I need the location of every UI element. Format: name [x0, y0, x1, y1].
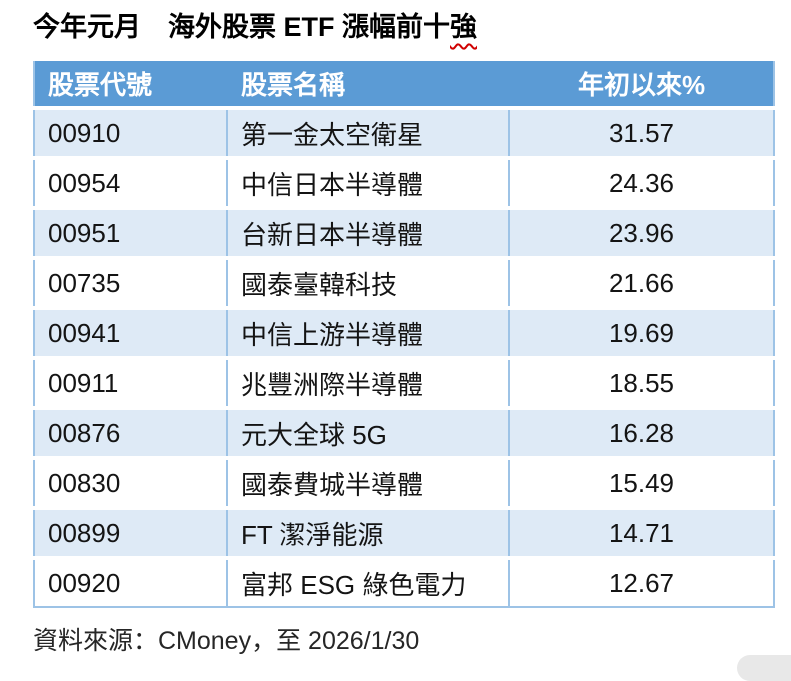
col-header-stock-code: 股票代號 [34, 61, 228, 110]
cell-stock-code: 00911 [34, 358, 228, 410]
cell-ytd-percent: 12.67 [509, 558, 774, 607]
title-text: 今年元月 海外股票 ETF 漲幅前十 [33, 12, 450, 42]
cell-ytd-percent: 21.66 [509, 258, 774, 310]
cell-ytd-percent: 23.96 [509, 208, 774, 260]
cell-stock-name: 台新日本半導體 [227, 208, 510, 260]
cell-ytd-percent: 16.28 [509, 408, 774, 460]
cell-stock-name: 中信上游半導體 [227, 308, 510, 360]
cell-stock-name: FT 潔淨能源 [227, 508, 510, 560]
cell-ytd-percent: 18.55 [509, 358, 774, 410]
cell-stock-code: 00876 [34, 408, 228, 460]
cell-stock-code: 00954 [34, 158, 228, 210]
cell-stock-name: 第一金太空衛星 [227, 108, 510, 160]
table-row: 00830 國泰費城半導體 15.49 [34, 458, 774, 510]
table-row: 00941 中信上游半導體 19.69 [34, 308, 774, 360]
table-row: 00735 國泰臺韓科技 21.66 [34, 258, 774, 310]
source-note: 資料來源：CMoney，至 2026/1/30 [33, 627, 420, 655]
cell-ytd-percent: 31.57 [509, 108, 774, 160]
table-row: 00951 台新日本半導體 23.96 [34, 208, 774, 260]
col-header-ytd-percent: 年初以來% [509, 61, 774, 110]
cell-stock-code: 00735 [34, 258, 228, 310]
table-row: 00920 富邦 ESG 綠色電力 12.67 [34, 558, 774, 607]
table-row: 00899 FT 潔淨能源 14.71 [34, 508, 774, 560]
corner-scrollbar-thumb[interactable] [737, 655, 791, 681]
page-title: 今年元月 海外股票 ETF 漲幅前十強 [33, 9, 477, 45]
etf-ranking-table: 股票代號 股票名稱 年初以來% 00910 第一金太空衛星 31.57 00954 中信… [33, 61, 775, 608]
cell-stock-name: 國泰臺韓科技 [227, 258, 510, 310]
cell-ytd-percent: 19.69 [509, 308, 774, 360]
cell-stock-code: 00941 [34, 308, 228, 360]
cell-stock-name: 富邦 ESG 綠色電力 [227, 558, 510, 607]
table-header-row: 股票代號 股票名稱 年初以來% [34, 61, 774, 110]
table-row: 00911 兆豐洲際半導體 18.55 [34, 358, 774, 410]
cell-ytd-percent: 24.36 [509, 158, 774, 210]
cell-stock-name: 國泰費城半導體 [227, 458, 510, 510]
cell-stock-code: 00899 [34, 508, 228, 560]
cell-ytd-percent: 14.71 [509, 508, 774, 560]
table-row: 00910 第一金太空衛星 31.57 [34, 108, 774, 160]
table-row: 00954 中信日本半導體 24.36 [34, 158, 774, 210]
cell-stock-name: 元大全球 5G [227, 408, 510, 460]
col-header-stock-name: 股票名稱 [227, 61, 510, 110]
cell-stock-code: 00910 [34, 108, 228, 160]
title-spellcheck-word: 強 [450, 12, 477, 42]
cell-stock-code: 00830 [34, 458, 228, 510]
cell-stock-code: 00951 [34, 208, 228, 260]
cell-stock-code: 00920 [34, 558, 228, 607]
cell-stock-name: 中信日本半導體 [227, 158, 510, 210]
table-row: 00876 元大全球 5G 16.28 [34, 408, 774, 460]
cell-ytd-percent: 15.49 [509, 458, 774, 510]
cell-stock-name: 兆豐洲際半導體 [227, 358, 510, 410]
